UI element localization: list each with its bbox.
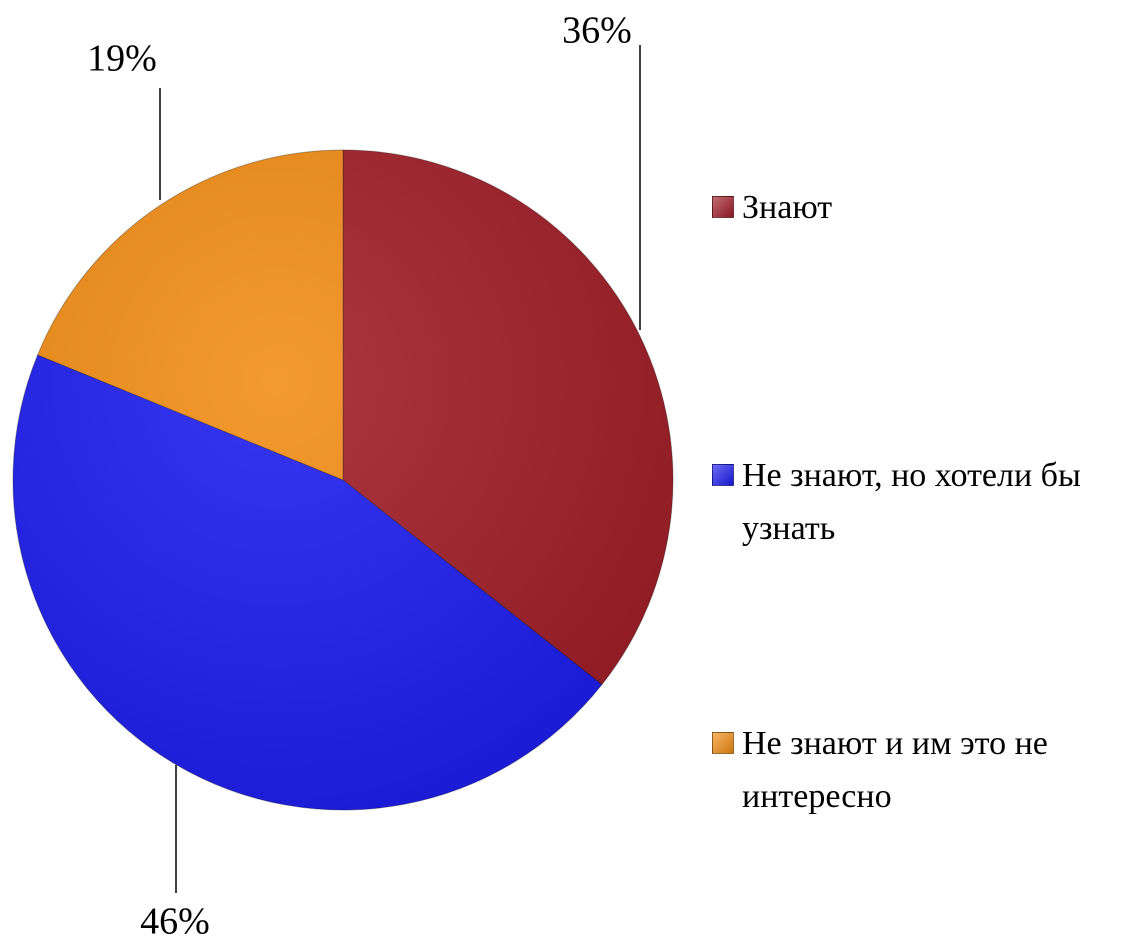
- legend-swatch: [712, 464, 734, 486]
- data-label: 19%: [87, 38, 157, 80]
- legend-item: Знают: [712, 182, 1112, 235]
- data-label: 36%: [562, 10, 632, 52]
- legend-label: Знают: [742, 189, 833, 226]
- data-label: 46%: [140, 901, 210, 941]
- legend-swatch: [712, 732, 734, 754]
- legend-label: Не знают и им это не интересно: [742, 725, 1048, 815]
- legend-label: Не знают, но хотели бы узнать: [742, 457, 1081, 547]
- legend-item: Не знают, но хотели бы узнать: [712, 450, 1112, 555]
- legend-item: Не знают и им это не интересно: [712, 718, 1112, 823]
- legend-swatch: [712, 196, 734, 218]
